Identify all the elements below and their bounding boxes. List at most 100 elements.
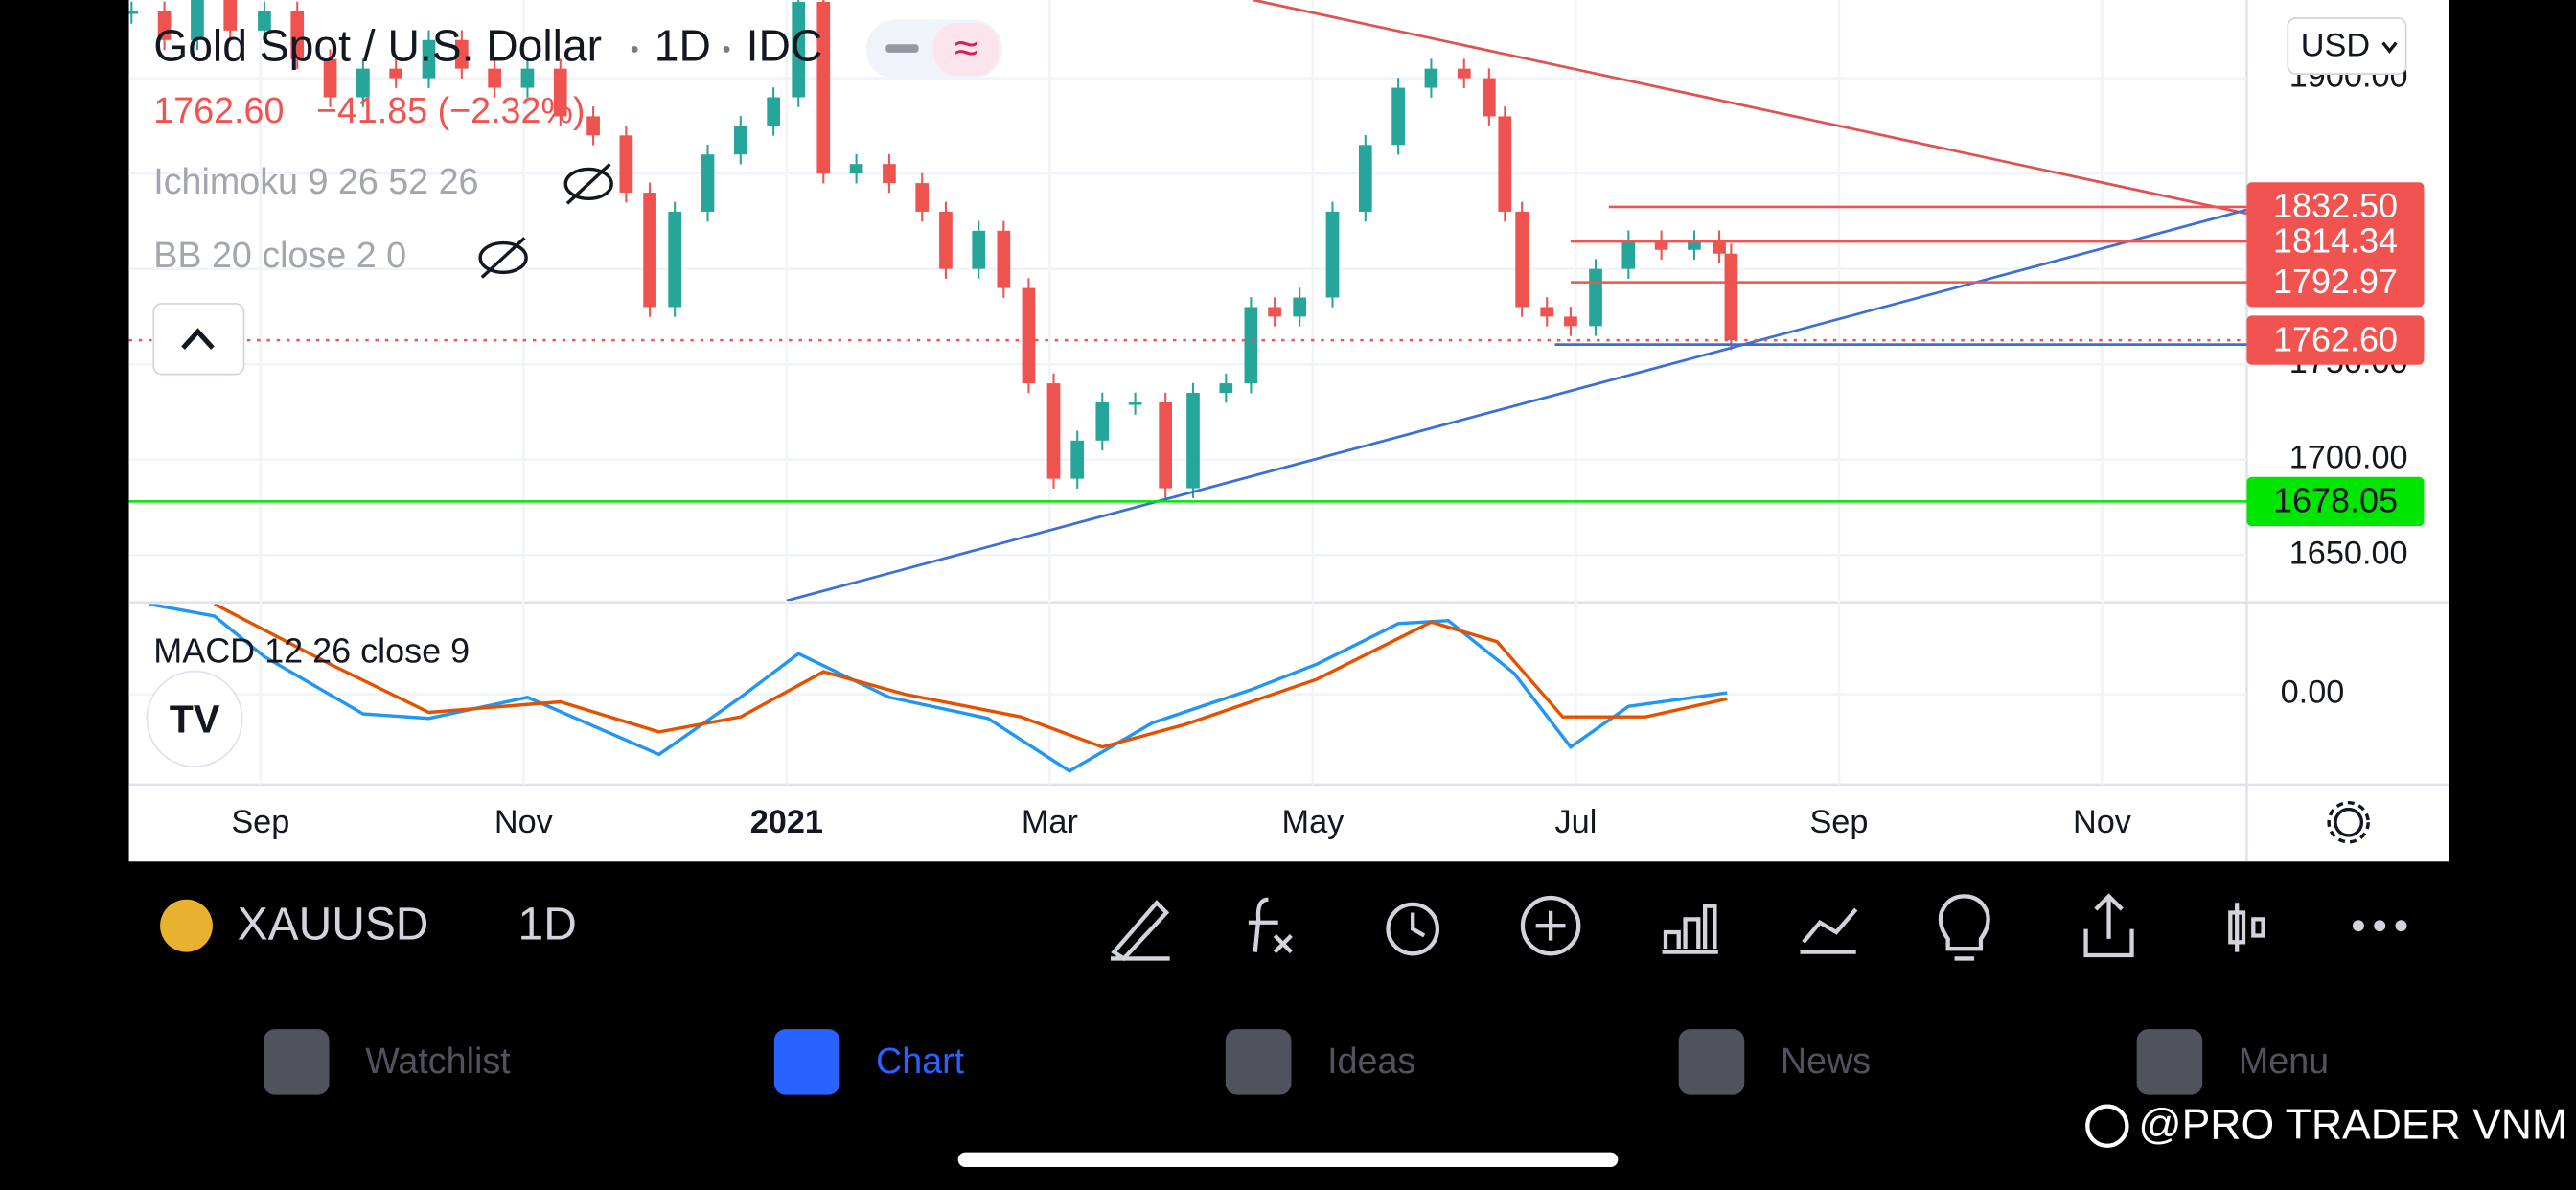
candle [1358, 145, 1372, 212]
candle [972, 230, 986, 269]
symbol-title: Gold Spot / U.S. Dollar [153, 21, 602, 71]
macd-pane [148, 604, 1728, 773]
candle [1540, 307, 1554, 317]
candle [1128, 401, 1142, 405]
candle [1498, 116, 1512, 212]
candle [792, 1, 806, 98]
indicator-legend: BB 20 close 2 0 [153, 235, 406, 275]
candle [1482, 78, 1496, 117]
separator [723, 45, 730, 53]
trendline [786, 208, 2247, 601]
settings-icon[interactable] [2327, 800, 2370, 844]
price-badge [2246, 257, 2425, 308]
candle [157, 11, 172, 40]
macd-line [213, 604, 1728, 749]
price-badge-label: 1792.97 [2273, 262, 2398, 301]
candle [1022, 287, 1036, 384]
candle [1219, 383, 1233, 394]
candle [191, 0, 204, 40]
collapse-button[interactable] [152, 303, 245, 376]
toolbar-interval[interactable]: 1D [518, 900, 577, 950]
candle [1159, 401, 1173, 489]
y-tick-label: 0.00 [2281, 675, 2345, 711]
candle [619, 135, 633, 194]
x-tick-label: May [1282, 804, 1346, 840]
candle [939, 211, 953, 269]
x-tick-label: 2021 [750, 804, 823, 840]
candle [849, 164, 863, 174]
hide-icon[interactable] [564, 163, 613, 205]
currency-button[interactable] [2287, 16, 2407, 75]
x-tick-label: Sep [1809, 804, 1868, 840]
x-tick-label: Mar [1022, 804, 1078, 840]
candle [1424, 68, 1438, 88]
tab-label[interactable]: Watchlist [365, 1041, 511, 1081]
candle [1724, 253, 1738, 341]
tab-icon[interactable] [2136, 1029, 2203, 1095]
more-icon[interactable] [2352, 920, 2407, 932]
candle [128, 11, 139, 14]
tab-icon[interactable] [264, 1029, 330, 1095]
source: IDC [747, 21, 823, 71]
logo-badge [146, 670, 243, 767]
x-tick-label: Nov [494, 804, 554, 840]
tab-label[interactable]: Ideas [1327, 1041, 1415, 1081]
indicator-legend: Ichimoku 9 26 52 26 [153, 161, 478, 201]
candle [389, 68, 403, 79]
candle [1095, 401, 1110, 441]
candle [1457, 68, 1471, 79]
candle [1293, 297, 1307, 317]
candle [1564, 316, 1577, 327]
price-badge-label: 1762.60 [2273, 319, 2398, 358]
candle [553, 68, 567, 117]
tab-label[interactable]: Menu [2239, 1041, 2329, 1081]
candle [701, 154, 715, 212]
y-tick-label: 1700.00 [2289, 440, 2408, 476]
tab-label[interactable]: Chart [876, 1041, 965, 1081]
candle [1070, 440, 1085, 479]
candle [223, 0, 238, 31]
toggle-icon: ≈ [954, 25, 978, 72]
trendline [1253, 0, 2247, 216]
tab-icon[interactable] [1225, 1029, 1292, 1095]
candle [767, 97, 780, 126]
price-pane [128, 0, 2247, 601]
tab-label[interactable]: News [1781, 1041, 1871, 1081]
last-price: 1762.60 [153, 90, 284, 130]
candle [290, 11, 305, 59]
watermark: @PRO TRADER VNM [2138, 1102, 2567, 1149]
candle [1244, 307, 1258, 384]
symbol-icon [160, 899, 213, 952]
candle [258, 11, 271, 31]
macd-line [148, 604, 1728, 773]
price-badge [2246, 315, 2425, 365]
candle [422, 39, 436, 79]
candle [1325, 211, 1340, 298]
separator [631, 45, 638, 53]
price-badge-label: 1814.34 [2273, 220, 2398, 260]
home-indicator [957, 1152, 1619, 1168]
caret [2381, 41, 2398, 54]
candle [1622, 240, 1636, 269]
x-tick-label: Jul [1555, 804, 1598, 840]
tab-icon[interactable] [773, 1029, 840, 1095]
x-tick-label: Sep [231, 804, 289, 840]
price-change: −41.85 (−2.32%) [316, 90, 586, 130]
price-badge-label: 1678.05 [2273, 481, 2398, 520]
candle [454, 39, 469, 69]
candle [1713, 240, 1726, 254]
tab-icon[interactable] [1678, 1029, 1745, 1095]
candle [323, 58, 337, 98]
candle [1654, 240, 1668, 250]
interval: 1D [655, 21, 711, 71]
plot: SepNov2021MarMayJulSepNov1900.001750.001… [128, 0, 2425, 840]
toolbar-symbol[interactable]: XAUUSD [238, 900, 429, 950]
candle [1186, 393, 1200, 489]
candle [1392, 87, 1405, 146]
toolbar-icons[interactable] [1110, 893, 2266, 962]
hide-icon[interactable] [478, 237, 528, 279]
logo: TV [170, 698, 220, 742]
candle [997, 230, 1011, 288]
candle [668, 211, 682, 308]
